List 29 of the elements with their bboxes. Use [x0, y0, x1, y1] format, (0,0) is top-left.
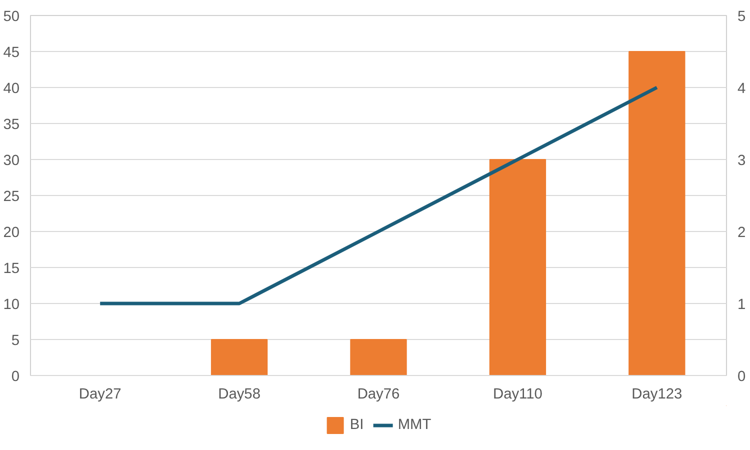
x-tick-label: Day27: [78, 386, 122, 402]
y-tick-label: 30: [3, 153, 20, 169]
y2-tick-label: 2: [738, 225, 746, 241]
y2-tick-label: 1: [738, 297, 746, 313]
y2-tick-label: 5: [738, 9, 746, 25]
y-tick-label: 25: [3, 189, 20, 205]
y-tick-label: 10: [3, 297, 20, 313]
bar: [350, 339, 407, 376]
x-tick-label: Day123: [632, 386, 682, 402]
x-tick-label: Day76: [357, 386, 400, 402]
y2-tick-label: 4: [738, 81, 746, 97]
y-tick-label: 50: [3, 9, 20, 25]
y2-tick-label: 3: [738, 153, 746, 169]
y-tick-label: 5: [11, 333, 20, 349]
y-tick-label: 35: [3, 117, 20, 133]
bar: [628, 51, 686, 376]
y-tick-label: 45: [3, 45, 20, 61]
legend-label: BI: [350, 417, 365, 433]
x-tick-label: Day110: [492, 386, 542, 402]
y-tick-label: 15: [3, 261, 20, 277]
y-tick-label: 20: [3, 225, 20, 241]
bar: [210, 339, 268, 376]
legend-label: MMT: [398, 417, 432, 433]
x-tick-label: Day58: [218, 386, 260, 402]
y-tick-label: 40: [3, 81, 20, 97]
bar: [489, 159, 546, 376]
y2-tick-label: 0: [738, 369, 746, 385]
line-series: [98, 86, 659, 306]
y-tick-label: 0: [11, 369, 20, 385]
